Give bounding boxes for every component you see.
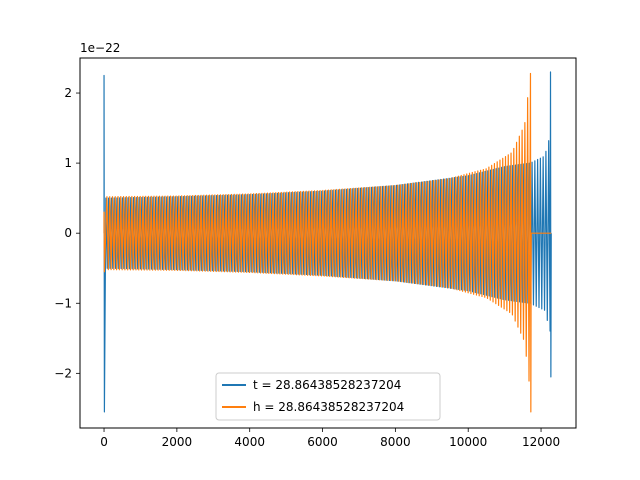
legend: t = 28.86438528237204 h = 28.86438528237… (215, 372, 441, 421)
axes-frame (79, 57, 577, 429)
y-tick-label: 1 (64, 156, 72, 170)
x-tick-label: 8000 (380, 435, 411, 449)
x-tick-label: 6000 (307, 435, 338, 449)
y-tick-label: 2 (64, 86, 72, 100)
x-tick-label: 12000 (522, 435, 560, 449)
legend-label-h: h = 28.86438528237204 (253, 400, 404, 414)
y-axis: −2 −1 0 1 2 (54, 86, 80, 380)
legend-box (215, 372, 441, 421)
plot-area (103, 71, 552, 413)
y-offset-text: 1e−22 (80, 41, 120, 55)
x-tick-label: 2000 (162, 435, 193, 449)
x-tick-label: 4000 (234, 435, 265, 449)
y-tick-label: 0 (64, 226, 72, 240)
series-line-h (103, 72, 552, 413)
x-axis: 0 2000 4000 6000 8000 10000 12000 (100, 428, 560, 449)
y-tick-label: −2 (54, 366, 72, 380)
y-tick-label: −1 (54, 296, 72, 310)
x-tick-label: 0 (100, 435, 108, 449)
legend-label-t: t = 28.86438528237204 (253, 378, 401, 392)
series-layer (103, 71, 552, 413)
x-tick-label: 10000 (449, 435, 487, 449)
